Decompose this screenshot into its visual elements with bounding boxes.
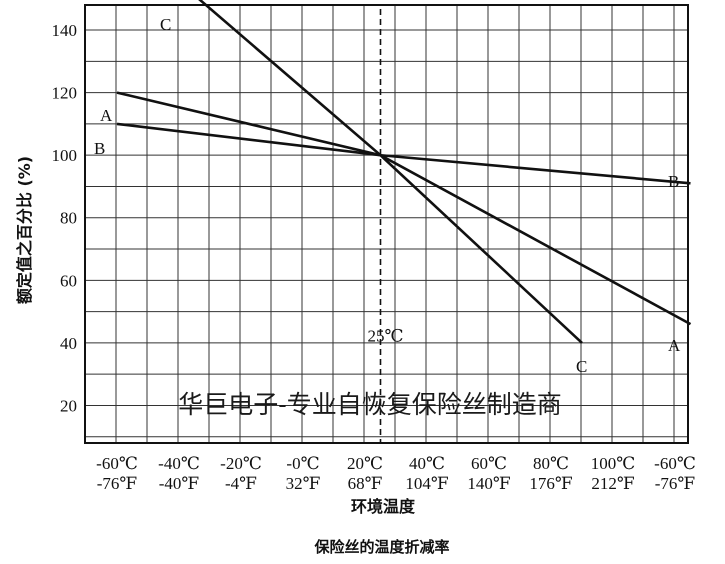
x-tick-label-celsius: 20℃ xyxy=(347,454,383,473)
y-tick-label: 80 xyxy=(60,209,77,228)
x-tick-label-fahrenheit: 32℉ xyxy=(286,474,321,493)
x-tick-label-celsius: -0℃ xyxy=(286,454,319,473)
x-tick-label-fahrenheit: -76℉ xyxy=(97,474,137,493)
x-tick-label-fahrenheit: 104℉ xyxy=(405,474,448,493)
x-tick-label-celsius: -20℃ xyxy=(220,454,262,473)
x-tick-label-fahrenheit: 212℉ xyxy=(591,474,634,493)
x-tick-label-celsius: 80℃ xyxy=(533,454,569,473)
y-tick-label: 140 xyxy=(52,21,78,40)
series-label-c-end: C xyxy=(576,357,587,376)
series-line-b xyxy=(116,122,691,185)
x-tick-label-fahrenheit: 68℉ xyxy=(348,474,383,493)
y-tick-label: 120 xyxy=(52,84,78,103)
plot-frame xyxy=(84,4,689,444)
series-line-c xyxy=(198,0,583,344)
x-tick-label-celsius: -60℃ xyxy=(96,454,138,473)
x-tick-label-celsius: 60℃ xyxy=(471,454,507,473)
figure-caption: 保险丝的温度折减率 xyxy=(313,538,449,556)
reference-line-group: 25℃ xyxy=(367,9,404,443)
y-tick-label: 40 xyxy=(60,334,77,353)
y-axis-title: 额定值之百分比 (%) xyxy=(15,156,34,304)
y-tick-label: 60 xyxy=(60,271,77,290)
x-tick-label-celsius: 100℃ xyxy=(591,454,636,473)
series-line-a xyxy=(116,91,692,326)
x-tick-label-fahrenheit: -40℉ xyxy=(159,474,199,493)
series-label-c-start: C xyxy=(160,15,171,34)
x-tick-labels: -60℃-76℉-40℃-40℉-20℃-4℉-0℃32℉20℃68℉40℃10… xyxy=(96,454,696,493)
x-tick-label-celsius: -60℃ xyxy=(654,454,696,473)
x-tick-label-fahrenheit: 140℉ xyxy=(467,474,510,493)
x-tick-label-fahrenheit: -4℉ xyxy=(225,474,257,493)
series-label-a-end: A xyxy=(668,336,681,355)
x-tick-label-celsius: 40℃ xyxy=(409,454,445,473)
series-label-b-start: B xyxy=(94,139,105,158)
x-axis-title: 环境温度 xyxy=(351,497,416,516)
x-tick-label-fahrenheit: 176℉ xyxy=(529,474,572,493)
reference-line-label: 25℃ xyxy=(367,326,403,345)
x-tick-label-celsius: -40℃ xyxy=(158,454,200,473)
series-label-a-start: A xyxy=(100,106,113,125)
series-label-b-end: B xyxy=(668,172,679,191)
y-tick-label: 100 xyxy=(52,146,78,165)
x-tick-label-fahrenheit: -76℉ xyxy=(655,474,695,493)
watermark-text: 华巨电子-专业自恢复保险丝制造商 xyxy=(178,390,561,419)
y-tick-labels: 20 40 60 80 100 120 140 xyxy=(52,21,78,415)
y-tick-label: 20 xyxy=(60,396,77,415)
chart-grid xyxy=(85,5,688,443)
